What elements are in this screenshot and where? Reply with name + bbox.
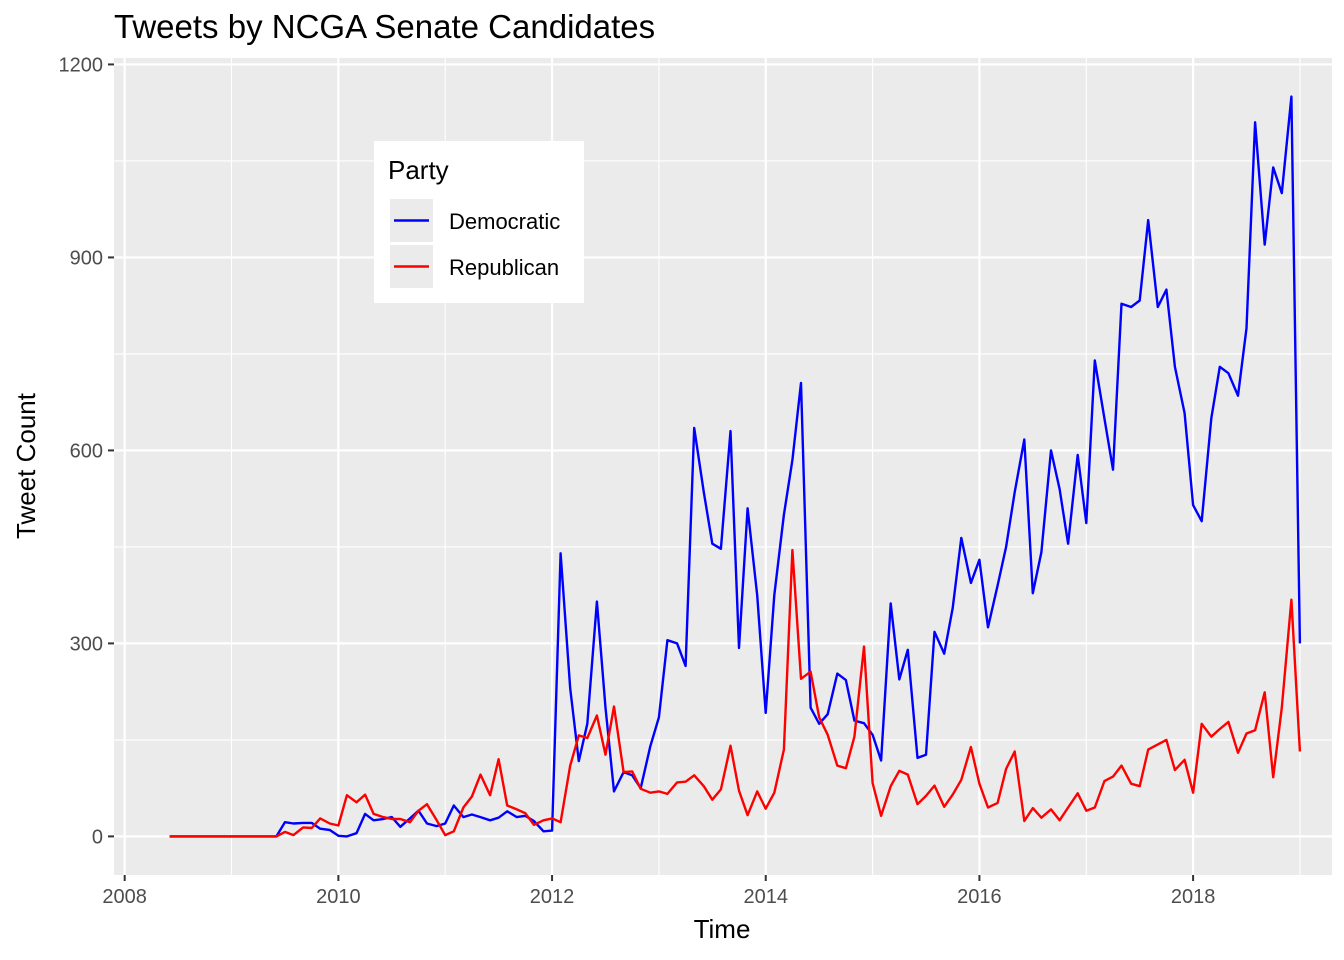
y-axis: 0 300 600 900 1200: [59, 54, 114, 848]
y-tick-label: 300: [70, 633, 103, 655]
chart-title: Tweets by NCGA Senate Candidates: [114, 8, 655, 45]
x-tick-label: 2014: [743, 886, 788, 908]
x-tick-label: 2016: [957, 886, 1002, 908]
legend: Party Democratic Republican: [374, 141, 584, 303]
y-tick-label: 1200: [59, 54, 104, 76]
legend-label-democratic: Democratic: [449, 209, 560, 234]
legend-label-republican: Republican: [449, 255, 559, 280]
x-axis-title: Time: [694, 914, 751, 944]
x-tick-label: 2018: [1171, 886, 1216, 908]
y-tick-label: 600: [70, 440, 103, 462]
series-line-republican: [169, 548, 1302, 838]
plot-panel: [114, 58, 1332, 875]
x-tick-label: 2012: [530, 886, 575, 908]
series-layer: [169, 95, 1302, 838]
y-tick-label: 0: [92, 826, 103, 848]
y-tick-label: 900: [70, 247, 103, 269]
major-gridlines: [114, 58, 1332, 875]
y-axis-title: Tweet Count: [11, 392, 41, 539]
x-axis: 2008 2010 2012 2014 2016 2018: [102, 875, 1215, 908]
series-line-democratic: [169, 95, 1302, 838]
x-tick-label: 2008: [102, 886, 147, 908]
x-tick-label: 2010: [316, 886, 361, 908]
legend-title: Party: [388, 155, 449, 185]
